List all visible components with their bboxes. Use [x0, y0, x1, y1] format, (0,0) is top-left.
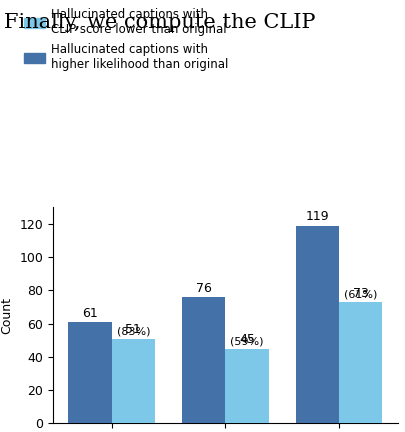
- Text: Finally, we compute the CLIP: Finally, we compute the CLIP: [4, 13, 315, 32]
- Text: 119: 119: [305, 210, 328, 223]
- Bar: [338, 302, 381, 423]
- Text: 73: 73: [352, 286, 368, 299]
- Bar: [68, 322, 111, 423]
- Y-axis label: Count: Count: [1, 297, 14, 334]
- Text: (61%): (61%): [343, 278, 376, 299]
- Text: 76: 76: [195, 282, 211, 295]
- Text: 61: 61: [82, 307, 98, 320]
- Text: 45: 45: [239, 333, 254, 346]
- Bar: [182, 297, 225, 423]
- Text: 51: 51: [125, 323, 141, 336]
- Text: (83%): (83%): [116, 314, 149, 336]
- Bar: [111, 339, 154, 423]
- Bar: [225, 349, 268, 423]
- Text: (59%): (59%): [230, 324, 263, 346]
- Bar: [295, 226, 338, 423]
- Legend: Hallucinated captions with
CLIP score lower than original, Hallucinated captions: Hallucinated captions with CLIP score lo…: [24, 8, 228, 71]
